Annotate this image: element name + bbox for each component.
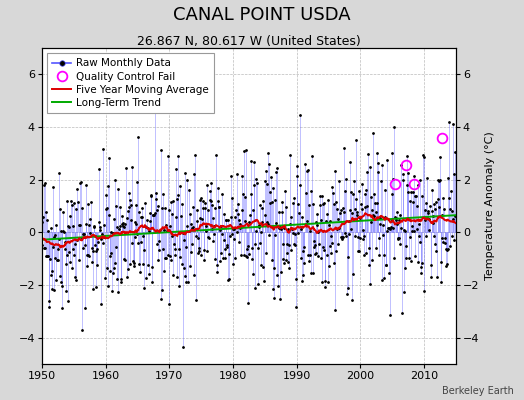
Title: 26.867 N, 80.617 W (United States): 26.867 N, 80.617 W (United States) (137, 35, 361, 48)
Legend: Raw Monthly Data, Quality Control Fail, Five Year Moving Average, Long-Term Tren: Raw Monthly Data, Quality Control Fail, … (47, 53, 214, 113)
Text: Berkeley Earth: Berkeley Earth (442, 386, 514, 396)
Text: CANAL POINT USDA: CANAL POINT USDA (173, 6, 351, 24)
Y-axis label: Temperature Anomaly (°C): Temperature Anomaly (°C) (485, 132, 495, 280)
